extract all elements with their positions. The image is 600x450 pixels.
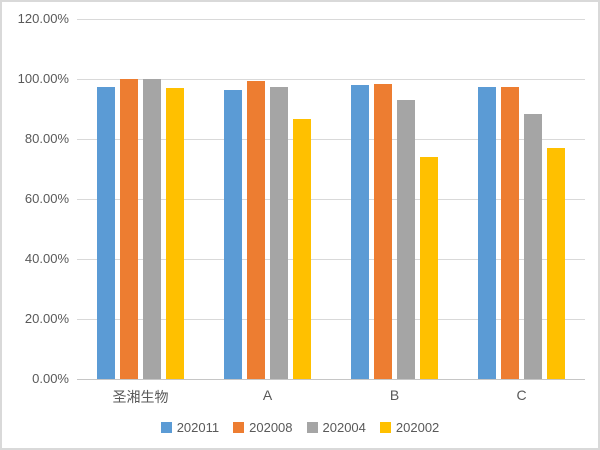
bar-series-202008-category-3	[374, 84, 392, 379]
chart-legend: 202011 202008 202004 202002	[2, 420, 598, 435]
x-axis-category-label: A	[262, 387, 273, 403]
legend-swatch-icon	[160, 422, 172, 433]
bar-series-202008-category-1	[120, 79, 138, 379]
legend-label: 202008	[249, 420, 293, 435]
bar-series-202008-category-4	[501, 87, 519, 379]
gridline	[77, 19, 585, 20]
legend-swatch-icon	[306, 422, 318, 433]
legend-item-202004: 202004	[306, 420, 366, 435]
y-axis-tick-label: 100.00%	[17, 71, 69, 86]
bar-series-202011-category-4	[478, 87, 496, 379]
x-axis-category-label: 圣湘生物	[112, 389, 169, 405]
bar-series-202004-category-2	[270, 86, 288, 379]
bar-series-202004-category-1	[143, 79, 161, 379]
y-axis-tick-label: 60.00%	[24, 191, 69, 206]
gridline	[77, 79, 585, 80]
x-axis-category-label: B	[389, 387, 400, 403]
legend-swatch-icon	[379, 422, 391, 433]
y-axis-tick-label: 120.00%	[17, 11, 69, 26]
bar-series-202002-category-4	[547, 148, 565, 379]
bar-series-202004-category-4	[524, 113, 542, 379]
legend-swatch-icon	[233, 422, 245, 433]
legend-label: 202011	[176, 420, 220, 435]
x-axis-line	[77, 379, 585, 380]
bar-series-202002-category-2	[293, 119, 311, 379]
gridline	[77, 139, 585, 140]
bar-series-202002-category-3	[420, 156, 438, 379]
bar-series-202011-category-3	[351, 84, 369, 379]
legend-label: 202004	[322, 420, 366, 435]
legend-item-202002: 202002	[379, 420, 440, 435]
bar-series-202011-category-1	[97, 86, 115, 379]
y-axis-tick-label: 20.00%	[24, 311, 69, 326]
bar-series-202002-category-1	[166, 87, 184, 379]
y-axis-tick-label: 80.00%	[24, 131, 69, 146]
bar-series-202008-category-2	[247, 81, 265, 379]
legend-label: 202002	[395, 420, 440, 435]
x-axis-category-label: C	[516, 387, 527, 403]
gridline	[77, 199, 585, 200]
bar-series-202004-category-3	[397, 100, 415, 379]
legend-item-202011: 202011	[160, 420, 220, 435]
bar-series-202011-category-2	[224, 90, 242, 379]
gridline	[77, 259, 585, 260]
gridline	[77, 319, 585, 320]
y-axis-tick-label: 40.00%	[24, 251, 69, 266]
y-axis-tick-label: 0.00%	[32, 371, 69, 386]
legend-item-202008: 202008	[233, 420, 293, 435]
